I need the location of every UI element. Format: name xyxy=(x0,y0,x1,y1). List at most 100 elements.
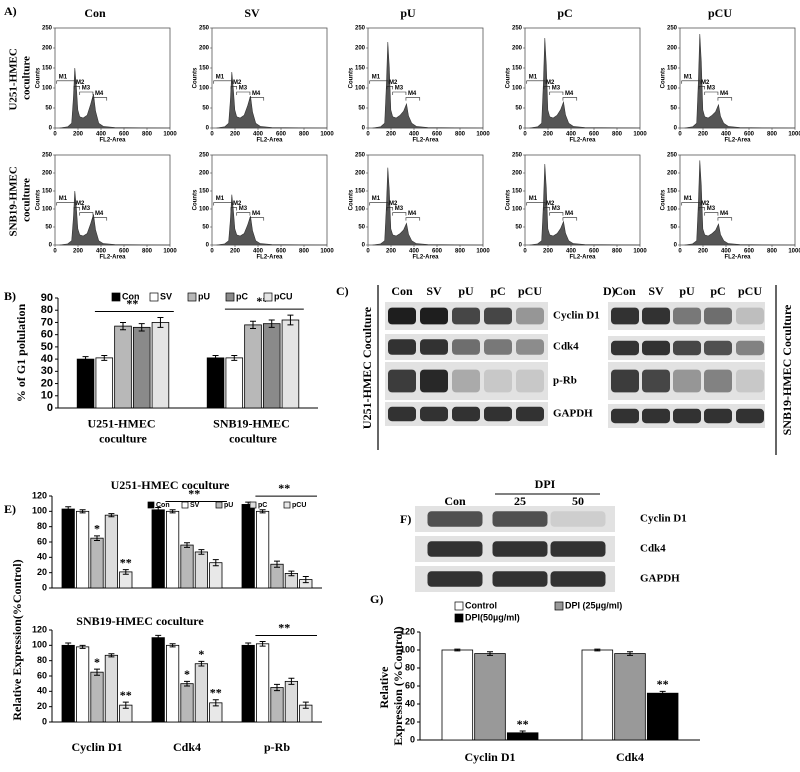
blot-band xyxy=(736,369,764,393)
legend-label: Con xyxy=(156,502,170,509)
y-tick-label: 250 xyxy=(512,26,523,32)
x-tick-label: 400 xyxy=(409,132,420,138)
y-axis-label: Counts xyxy=(506,189,512,210)
gate-label: M2 xyxy=(546,201,555,207)
error-bar xyxy=(302,576,309,584)
y-tick-label: 150 xyxy=(355,189,366,195)
x-tick-label: 600 xyxy=(432,249,443,255)
blot-band xyxy=(492,511,548,527)
gate-bracket xyxy=(79,91,94,95)
gate-bracket xyxy=(92,97,108,101)
x-tick-label: 600 xyxy=(744,132,755,138)
gate-bracket xyxy=(405,97,421,101)
y-tick-label: 100 xyxy=(512,207,523,213)
gate-label: M2 xyxy=(701,80,710,86)
blot-band xyxy=(642,340,670,356)
blot-band xyxy=(516,369,544,393)
y-tick-label: 40 xyxy=(37,552,47,562)
x-tick-label: 400 xyxy=(721,249,732,255)
bar xyxy=(114,325,132,409)
bar xyxy=(151,322,170,409)
bar xyxy=(284,680,299,723)
gate-bracket xyxy=(562,217,578,221)
y-tick-label: 100 xyxy=(42,207,53,213)
gate-bracket xyxy=(704,91,719,95)
protein-label: Cdk4 xyxy=(553,341,579,353)
x-tick-label: 0 xyxy=(210,132,214,138)
x-tick-label: 0 xyxy=(53,132,57,138)
blot-band xyxy=(704,408,732,424)
y-tick-label: 250 xyxy=(355,26,366,32)
x-tick-label: Cdk4 xyxy=(173,740,201,754)
bar xyxy=(95,357,114,409)
chart-title: SNB19-HMEC coculture xyxy=(76,614,204,628)
blot-band xyxy=(427,541,483,557)
bar xyxy=(474,653,506,741)
lane-label: Con xyxy=(614,284,636,298)
gate-label: M3 xyxy=(239,206,248,212)
gate-bracket xyxy=(392,212,407,216)
blot-band xyxy=(492,571,548,587)
gate-label: M1 xyxy=(372,74,381,80)
blot-band xyxy=(611,369,639,393)
bar xyxy=(646,692,679,741)
y-tick-label: 200 xyxy=(199,46,210,52)
x-tick-label: 800 xyxy=(455,132,466,138)
error-bar xyxy=(454,648,461,652)
x-tick-label: 1000 xyxy=(163,132,177,138)
bar xyxy=(151,509,165,589)
blot-band xyxy=(452,369,480,393)
gate-bracket xyxy=(698,207,706,211)
bar xyxy=(194,551,208,589)
legend-label: pC xyxy=(258,502,267,509)
lane-label: pU xyxy=(679,284,695,298)
significance: * xyxy=(198,647,204,661)
blot-band xyxy=(516,406,544,422)
error-bar xyxy=(184,680,190,687)
bar xyxy=(180,544,194,589)
y-axis-label: Counts xyxy=(661,189,667,210)
y-tick-label: 0 xyxy=(49,243,53,249)
x-tick-label: Cyclin D1 xyxy=(465,750,516,764)
histogram-trace xyxy=(59,190,171,246)
lane-label: Con xyxy=(444,494,466,508)
y-tick-label: 150 xyxy=(355,66,366,72)
blot-band xyxy=(673,408,701,424)
error-bar xyxy=(108,653,115,658)
error-bar xyxy=(627,651,633,656)
histogram-trace xyxy=(59,67,171,129)
x-tick-label: 0 xyxy=(678,132,682,138)
error-bar xyxy=(287,314,294,326)
y-tick-label: 50 xyxy=(515,225,522,231)
legend-swatch xyxy=(181,501,189,509)
significance: ** xyxy=(517,717,529,731)
bar xyxy=(180,683,194,723)
y-tick-label: 20 xyxy=(41,377,53,389)
y-tick-label: 100 xyxy=(400,644,415,654)
legend-label: SV xyxy=(160,291,172,301)
gate-bracket xyxy=(236,91,251,95)
gate-label: M3 xyxy=(395,86,404,92)
bar xyxy=(206,357,225,409)
x-tick-label: 400 xyxy=(96,132,107,138)
y-tick-label: 120 xyxy=(400,626,415,636)
y-tick-label: 100 xyxy=(667,86,678,92)
blot-band xyxy=(611,408,639,424)
blot-band xyxy=(516,339,544,355)
error-bar xyxy=(212,354,219,361)
x-tick-label: 600 xyxy=(432,132,443,138)
gate-bracket xyxy=(717,97,733,101)
bar xyxy=(225,357,244,409)
error-bar xyxy=(79,644,86,649)
significance: ** xyxy=(126,296,138,310)
x-tick-label: 600 xyxy=(276,132,287,138)
blot-band xyxy=(420,369,448,393)
error-bar xyxy=(101,354,108,361)
lane-label: Con xyxy=(391,284,413,298)
x-axis-label: FL2-Area xyxy=(724,255,751,261)
y-tick-label: 100 xyxy=(32,506,47,516)
gate-bracket xyxy=(386,207,394,211)
panel-label: C) xyxy=(336,284,349,298)
legend-swatch xyxy=(147,501,155,509)
x-tick-label: 0 xyxy=(523,249,527,255)
